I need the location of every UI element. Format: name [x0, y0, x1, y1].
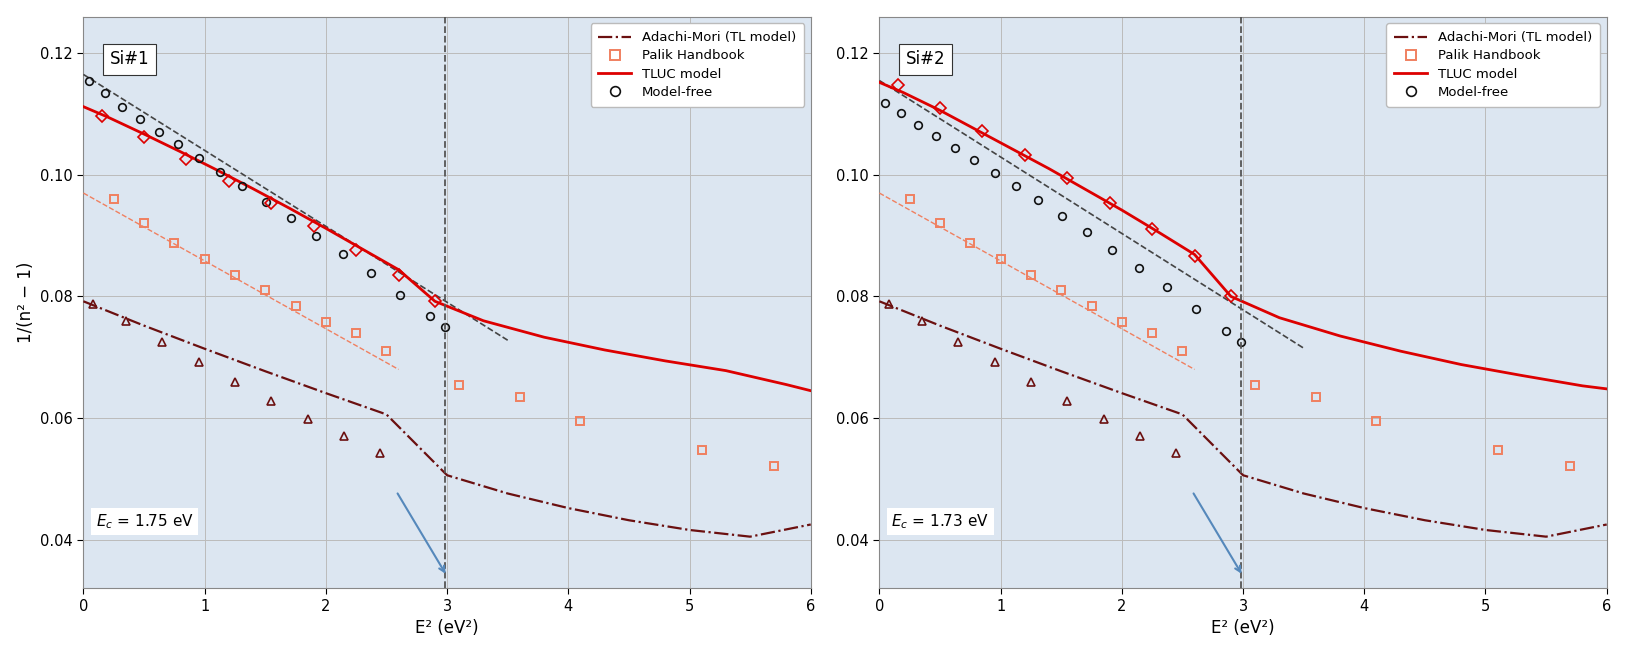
- Text: $E_c$ = 1.73 eV: $E_c$ = 1.73 eV: [892, 512, 990, 531]
- Text: $E_c$ = 1.75 eV: $E_c$ = 1.75 eV: [96, 512, 194, 531]
- X-axis label: E² (eV²): E² (eV²): [1211, 619, 1275, 638]
- Text: Si#2: Si#2: [907, 50, 946, 68]
- Y-axis label: 1/(n² − 1): 1/(n² − 1): [16, 262, 34, 343]
- Text: Si#1: Si#1: [111, 50, 150, 68]
- X-axis label: E² (eV²): E² (eV²): [415, 619, 479, 638]
- Text: (a): (a): [764, 34, 790, 52]
- Legend: Adachi-Mori (TL model), Palik Handbook, TLUC model, Model-free: Adachi-Mori (TL model), Palik Handbook, …: [1387, 24, 1600, 107]
- Legend: Adachi-Mori (TL model), Palik Handbook, TLUC model, Model-free: Adachi-Mori (TL model), Palik Handbook, …: [591, 24, 804, 107]
- Text: (b): (b): [1560, 34, 1586, 52]
